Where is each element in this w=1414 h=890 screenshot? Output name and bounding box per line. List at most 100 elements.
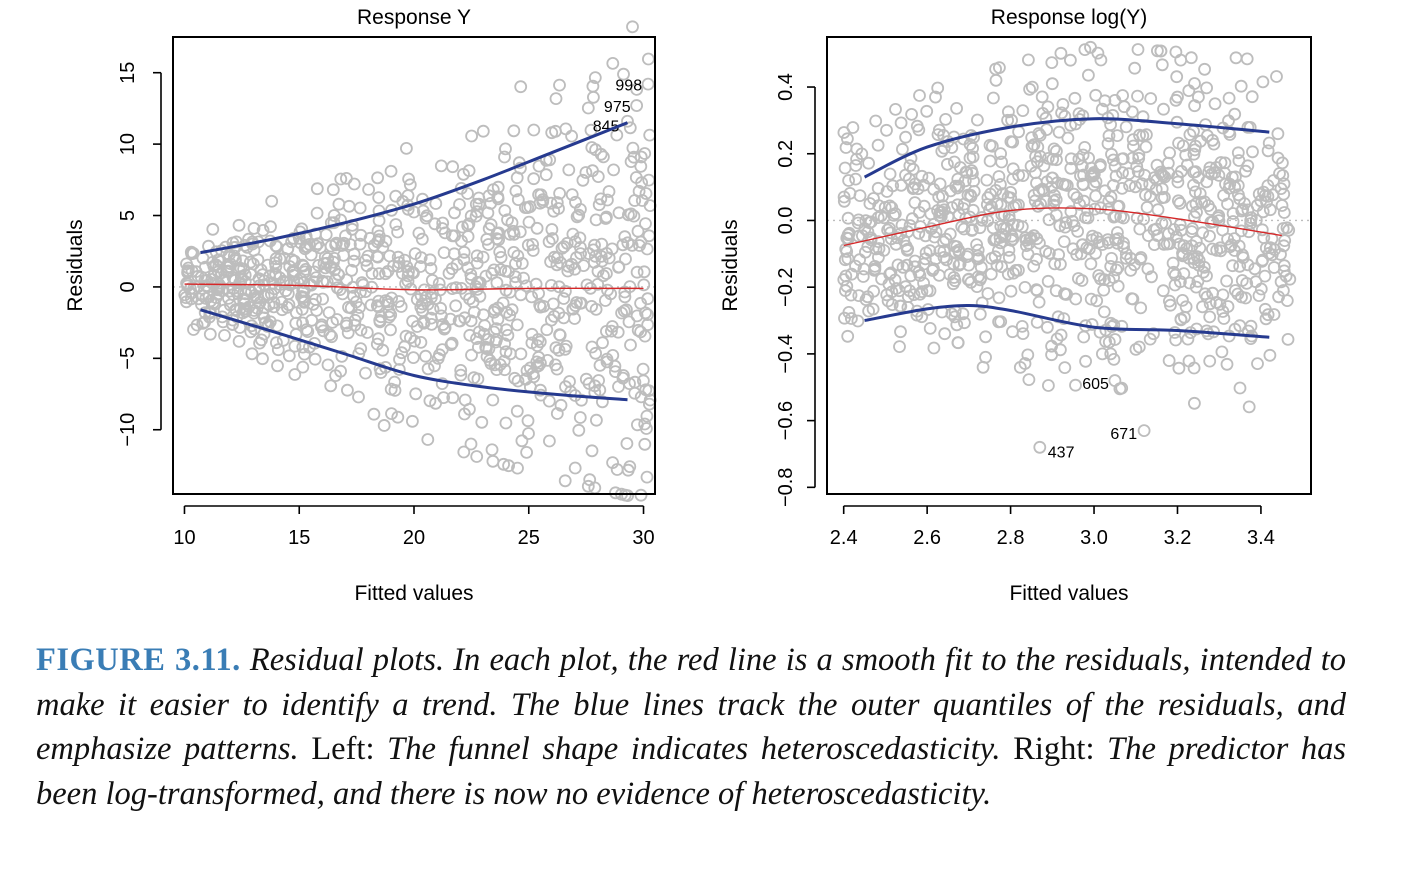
residual-point <box>353 201 367 215</box>
residual-point <box>585 444 599 458</box>
residual-point <box>471 275 484 289</box>
residual-point <box>384 323 397 337</box>
residual-point <box>1040 123 1053 137</box>
residual-point <box>602 251 616 265</box>
outlier-point <box>1108 93 1122 107</box>
residual-point <box>526 237 539 251</box>
residual-point <box>199 291 213 305</box>
labeled-point-845 <box>621 114 634 128</box>
residual-point <box>347 177 361 191</box>
residual-point <box>334 172 348 186</box>
residual-point <box>1222 114 1235 128</box>
labeled-point-605 <box>1108 374 1122 387</box>
residual-point <box>492 233 506 247</box>
residual-point <box>838 161 852 175</box>
residual-point <box>486 454 500 468</box>
residual-point <box>1060 179 1074 192</box>
residual-point <box>565 129 578 143</box>
residual-point <box>534 188 548 202</box>
residual-point <box>1009 263 1023 277</box>
residual-point <box>1054 257 1067 271</box>
residual-point <box>1055 106 1068 120</box>
residual-point <box>237 293 251 307</box>
residual-point <box>322 306 336 320</box>
outlier-point <box>510 404 524 418</box>
residual-point <box>846 121 860 134</box>
residual-point <box>1170 70 1184 84</box>
residual-point <box>907 288 921 302</box>
residual-point <box>585 141 599 154</box>
residual-point <box>1128 61 1142 75</box>
residual-point <box>889 103 902 116</box>
residual-point <box>1027 259 1041 273</box>
residual-point <box>337 236 351 250</box>
residual-point <box>501 213 514 227</box>
point-label-437: 437 <box>1048 445 1075 462</box>
residual-point <box>992 244 1005 258</box>
residual-point <box>596 395 609 409</box>
residual-point <box>951 336 965 350</box>
residual-point <box>623 460 637 474</box>
residual-point <box>497 354 511 368</box>
residual-point <box>552 280 566 294</box>
residual-point <box>894 178 908 192</box>
residual-point <box>574 240 587 254</box>
residual-point <box>1081 211 1095 225</box>
residual-point <box>1241 159 1255 173</box>
outlier-point <box>979 350 992 364</box>
residual-point <box>490 226 504 240</box>
residual-point <box>530 339 544 353</box>
residual-point <box>289 316 303 330</box>
residual-point <box>1069 378 1082 392</box>
residual-point <box>509 184 523 198</box>
residual-point <box>855 147 869 161</box>
residual-point <box>841 329 855 343</box>
residual-point <box>1016 169 1030 183</box>
residual-point <box>641 308 654 322</box>
residual-point <box>1137 212 1150 226</box>
residual-point <box>1133 128 1146 142</box>
residual-point <box>616 238 630 252</box>
residual-point <box>1021 348 1035 362</box>
residual-point <box>938 327 952 341</box>
residual-point <box>360 326 374 339</box>
residual-point <box>961 188 975 202</box>
residual-point <box>494 263 508 277</box>
residual-point <box>1002 105 1015 119</box>
residual-point <box>583 473 597 487</box>
outlier-point <box>377 419 391 432</box>
residual-point <box>1222 329 1236 343</box>
residual-point <box>1176 293 1189 307</box>
residual-point <box>473 289 487 303</box>
residual-point <box>1058 220 1072 234</box>
residual-point <box>992 170 1006 183</box>
residual-point <box>533 298 547 312</box>
residual-point <box>1188 396 1201 410</box>
residual-point <box>1145 270 1158 284</box>
y-tick-label: 15 <box>117 62 139 84</box>
residual-point <box>623 377 636 391</box>
residual-point <box>596 336 609 350</box>
residual-point <box>382 310 396 324</box>
panel-title: Response log(Y) <box>991 6 1147 29</box>
residual-point <box>385 291 399 305</box>
residual-point <box>491 180 505 194</box>
residual-point <box>532 159 546 173</box>
residual-point <box>550 362 564 376</box>
residual-point <box>622 208 635 222</box>
residual-point <box>1203 229 1216 243</box>
y-axis-title: Residuals <box>719 219 742 311</box>
residual-point <box>1098 273 1111 287</box>
residual-point <box>448 206 461 220</box>
residual-point <box>1238 197 1251 211</box>
residual-point <box>1108 159 1122 173</box>
residual-point <box>1183 276 1196 290</box>
residual-point <box>1254 282 1268 296</box>
residual-point <box>457 167 470 181</box>
residual-point <box>1076 177 1090 191</box>
residual-point <box>967 174 980 188</box>
residual-point <box>579 166 593 179</box>
residual-point <box>463 328 477 342</box>
residual-point <box>256 223 270 237</box>
residual-point <box>288 368 302 381</box>
